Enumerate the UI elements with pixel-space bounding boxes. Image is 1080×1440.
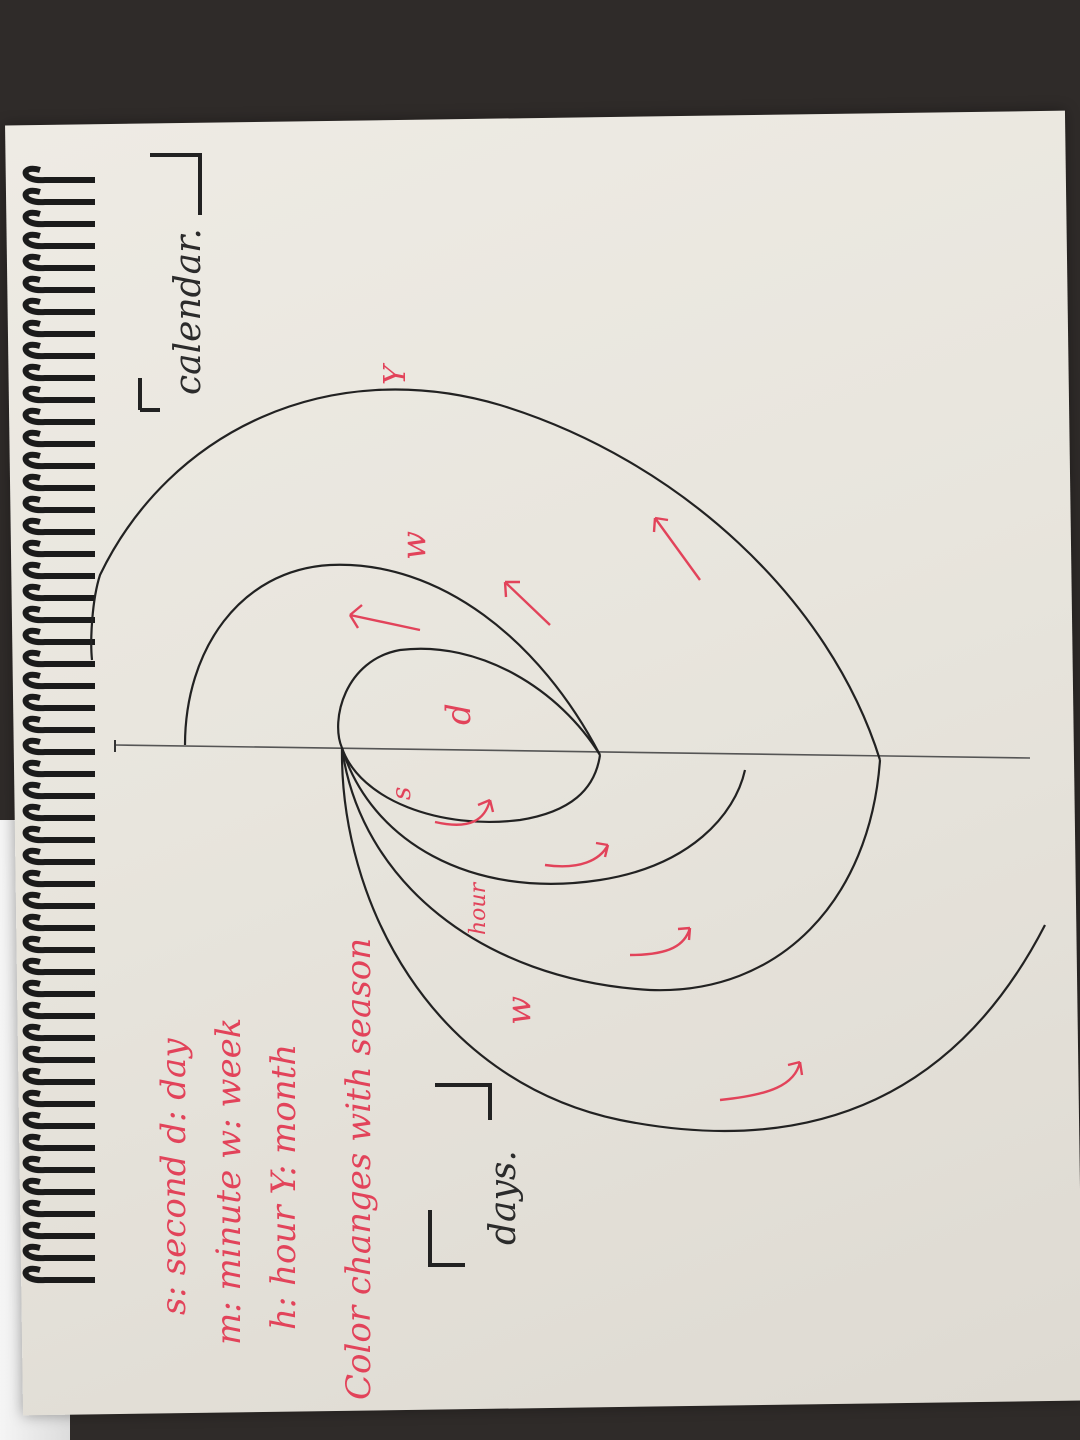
spiral-coil <box>22 605 95 624</box>
spiral-coil <box>22 1133 95 1152</box>
spiral-loop-day <box>337 647 602 824</box>
spiral-coil <box>22 165 95 184</box>
legend-line-1: s: second d: day <box>154 1038 194 1315</box>
spiral-coil <box>22 1111 95 1130</box>
spiral-coil <box>22 649 95 668</box>
spiral-coil <box>22 561 95 580</box>
spiral-coil <box>22 1001 95 1020</box>
spiral-coil <box>22 209 95 228</box>
label-calendar: calendar. <box>168 228 209 395</box>
spiral-coil <box>22 473 95 492</box>
spiral-coil <box>22 1089 95 1108</box>
spiral-loop-month <box>90 388 882 761</box>
spiral-coil <box>22 429 95 448</box>
spiral-coil <box>22 759 95 778</box>
bracket-days <box>428 1083 492 1267</box>
spiral-coil <box>22 781 95 800</box>
mark-s: s <box>387 787 417 800</box>
mark-d: d <box>439 703 479 725</box>
spiral-coil <box>22 869 95 888</box>
spiral-coil <box>22 495 95 514</box>
spiral-coil <box>22 341 95 360</box>
spiral-coil <box>22 583 95 602</box>
spiral-coil <box>22 715 95 734</box>
spiral-coil <box>22 363 95 382</box>
spiral-coil <box>22 319 95 338</box>
spiral-coil <box>22 627 95 646</box>
spiral-coil <box>22 1067 95 1086</box>
spiral-coil <box>22 671 95 690</box>
bracket-calendar <box>138 153 202 412</box>
spiral-coil <box>22 517 95 536</box>
spiral-coil <box>22 803 95 822</box>
spiral-coil <box>22 1243 95 1262</box>
spiral-coil <box>22 1045 95 1064</box>
spiral-coil <box>22 1199 95 1218</box>
spiral-coil <box>22 1221 95 1240</box>
mark-y: Y <box>378 362 413 385</box>
spiral-coil <box>22 385 95 404</box>
label-days: days. <box>483 1150 524 1245</box>
legend-line-3: h: hour Y: month <box>264 1044 304 1330</box>
spiral-coil <box>22 187 95 206</box>
spiral-coil <box>22 1265 95 1284</box>
spiral-coil <box>22 539 95 558</box>
spiral-coil <box>22 253 95 272</box>
mark-w-top: w <box>394 531 434 560</box>
axis-line-horizontal <box>114 744 1031 759</box>
spiral-coil <box>22 825 95 844</box>
spiral-coil <box>22 891 95 910</box>
spiral-coil <box>22 979 95 998</box>
spiral-coil <box>22 913 95 932</box>
spiral-coil <box>22 1155 95 1174</box>
spiral-coil <box>22 737 95 756</box>
spiral-coil <box>22 297 95 316</box>
spiral-coil <box>22 1023 95 1042</box>
mark-w-bottom: w <box>499 996 539 1025</box>
spiral-loop-year <box>340 747 1046 1133</box>
spiral-coil <box>22 1177 95 1196</box>
spiral-loop-week-lower <box>340 747 747 885</box>
spiral-coil <box>22 847 95 866</box>
mark-hour: hour <box>466 881 491 935</box>
spiral-coil <box>22 275 95 294</box>
spiral-coil <box>22 935 95 954</box>
legend-line-4: Color changes with season <box>339 938 379 1400</box>
spiral-coil <box>22 451 95 470</box>
spiral-coil <box>22 407 95 426</box>
spiral-loop-week <box>183 563 601 756</box>
spiral-coil <box>22 693 95 712</box>
spiral-loop-month-lower <box>340 747 882 992</box>
spiral-coil <box>22 957 95 976</box>
legend-line-2: m: minute w: week <box>209 1018 249 1345</box>
spiral-coil <box>22 231 95 250</box>
spiral-binding <box>22 165 95 1284</box>
direction-arrows <box>348 516 804 1102</box>
